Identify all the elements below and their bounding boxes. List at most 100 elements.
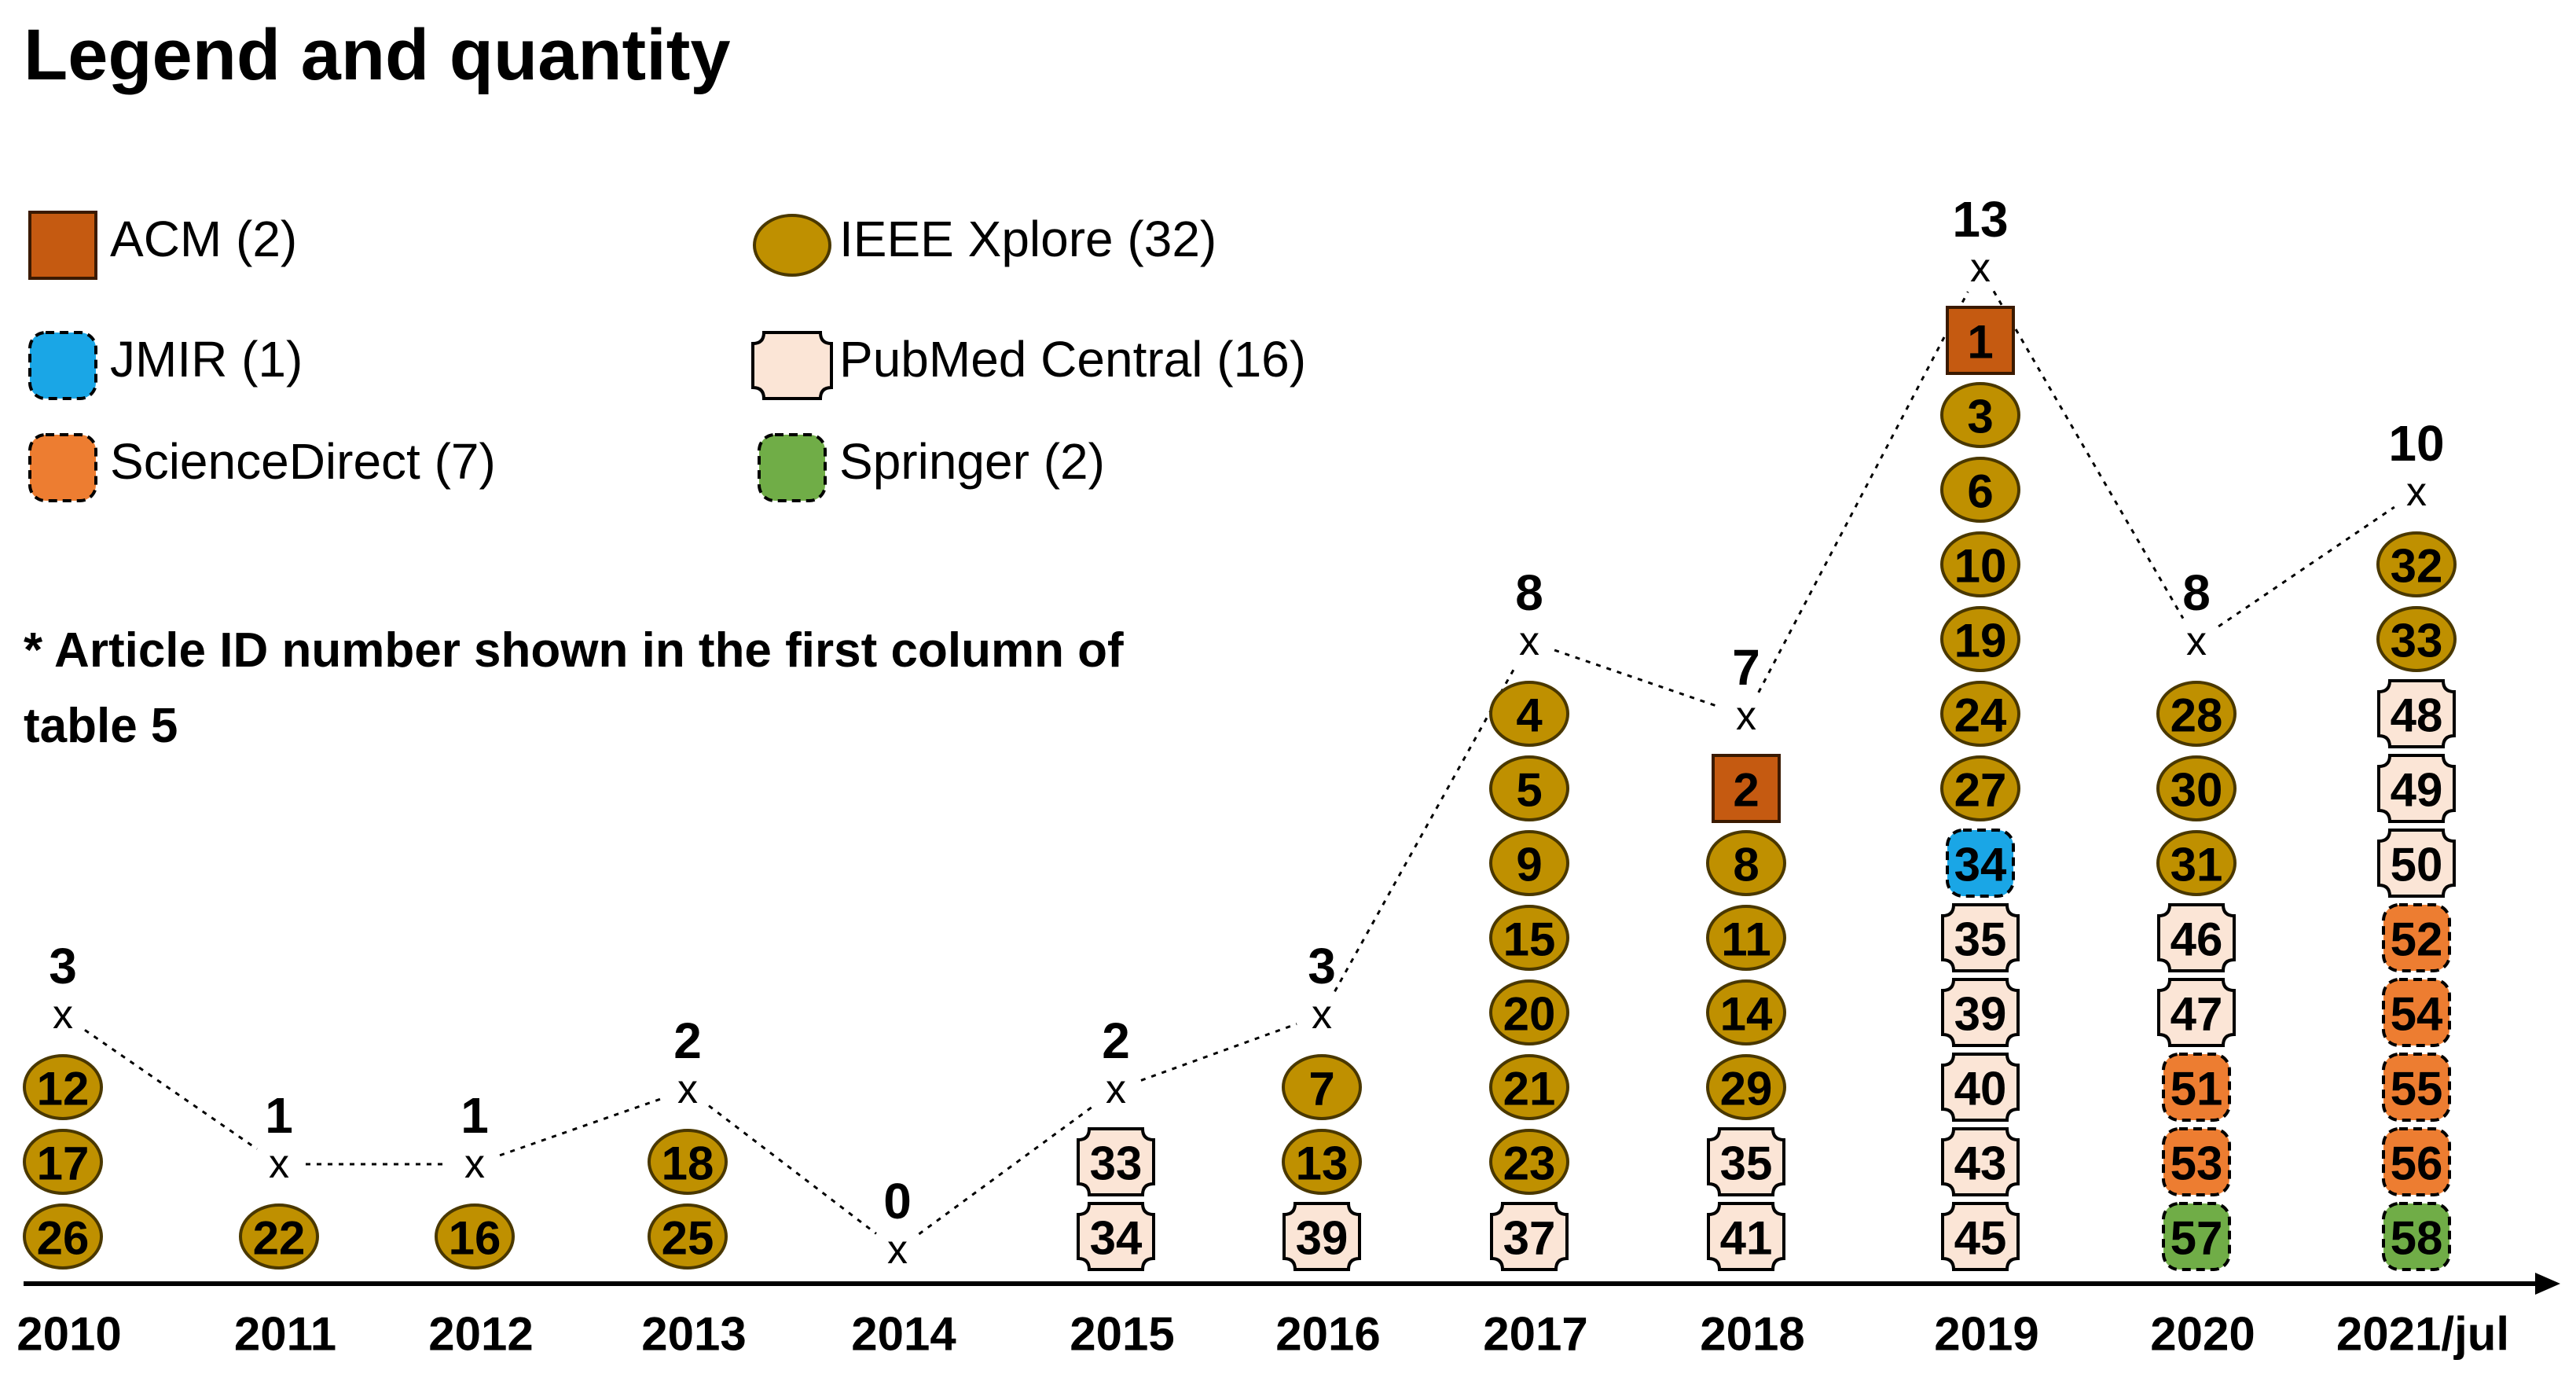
article-id-label: 46 [2171,913,2223,966]
article-id-label: 24 [1954,689,2007,742]
article-marker: 24 [1940,681,2020,747]
article-marker: 53 [2162,1127,2231,1196]
trend-dotted-segment [1757,291,1969,693]
ieee-marker-shape [1489,1129,1569,1195]
article-id-label: 1 [1967,316,1993,369]
article-marker: 12 [23,1054,103,1120]
springer-marker-shape [2162,1202,2231,1271]
pubmed-marker-shape [1490,1202,1569,1271]
article-id-label: 25 [662,1212,714,1265]
article-marker: 22 [239,1203,319,1270]
x-tick-label: 2019 [1934,1308,2038,1361]
article-marker: 46 [2157,903,2236,972]
sciencedirect-marker-shape [2382,903,2451,972]
article-marker: 10 [1940,531,2020,597]
total-x-marker: x [269,1141,289,1187]
article-marker: 8 [1706,830,1786,896]
article-id-label: 37 [1503,1212,1556,1265]
article-id-label: 12 [37,1063,90,1115]
ieee-marker-shape [23,1203,103,1270]
ieee-marker-shape [1940,457,2020,523]
sciencedirect-legend-swatch [28,433,97,502]
article-marker: 29 [1706,1054,1786,1120]
article-id-label: 22 [253,1212,306,1265]
article-marker: 31 [2156,830,2237,896]
legend-label-ieee: IEEE Xplore (32) [839,211,1216,267]
pubmed-marker-shape [2377,754,2456,823]
article-marker: 21 [1489,1054,1569,1120]
article-id-label: 47 [2171,988,2223,1041]
article-marker: 58 [2382,1202,2451,1271]
trend-dotted-segment [499,1097,663,1157]
article-marker: 3 [1940,382,2020,448]
total-x-marker: x [2186,619,2207,664]
ieee-marker-shape [1940,382,2020,448]
pubmed-marker-shape [1707,1202,1785,1271]
ieee-marker-shape [1489,681,1569,747]
legend-item-springer: Springer (2) [758,433,1105,502]
total-count-label: 2 [673,1012,702,1069]
ieee-marker-shape [435,1203,515,1270]
article-id-label: 20 [1503,988,1556,1041]
legend-label-springer: Springer (2) [839,433,1105,490]
pubmed-marker-shape [2157,903,2236,972]
trend-dotted-segment [84,1029,258,1150]
article-marker: 41 [1707,1202,1785,1271]
legend-label-sciencedirect: ScienceDirect (7) [110,433,496,490]
x-tick-label: 2018 [1700,1308,1804,1361]
article-marker: 18 [648,1129,728,1195]
article-id-label: 55 [2391,1063,2443,1115]
article-marker: 55 [2382,1053,2451,1122]
pubmed-marker-shape [1077,1202,1155,1271]
total-x-marker: x [677,1067,698,1112]
ieee-marker-shape [1489,830,1569,896]
total-x-marker: x [464,1141,485,1187]
total-x-marker: x [53,992,73,1038]
pubmed-marker-shape [2157,978,2236,1047]
acm-marker-shape [1712,754,1781,823]
article-id-label: 4 [1516,689,1543,742]
article-id-label: 54 [2391,988,2443,1041]
article-marker: 43 [1941,1127,2020,1196]
trend-dotted-segment [1554,649,1722,709]
article-id-label: 9 [1516,839,1542,891]
article-marker: 32 [2376,531,2457,597]
x-axis-arrow [2535,1273,2560,1295]
total-count-label: 7 [1732,639,1760,696]
article-id-label: 21 [1503,1063,1556,1115]
article-id-label: 18 [662,1137,714,1190]
article-id-label: 39 [1954,988,2007,1041]
total-x-marker: x [2406,469,2427,515]
article-marker: 45 [1941,1202,2020,1271]
article-marker: 39 [1941,978,2020,1047]
article-id-label: 40 [1954,1063,2007,1115]
x-tick-label: 2015 [1070,1308,1174,1361]
article-marker: 39 [1282,1202,1361,1271]
chart-title: Legend and quantity [24,15,731,95]
article-marker: 11 [1706,905,1786,971]
x-tick-label: 2016 [1275,1308,1380,1361]
article-id-label: 13 [1296,1137,1349,1190]
article-id-label: 51 [2171,1063,2223,1115]
pubmed-marker-shape [1282,1202,1361,1271]
article-id-label: 29 [1720,1063,1773,1115]
article-id-label: 27 [1954,764,2007,817]
pubmed-marker-shape [1941,1202,2020,1271]
article-marker: 5 [1489,755,1569,821]
ieee-marker-shape [1489,755,1569,821]
article-id-label: 3 [1967,391,1993,443]
ieee-marker-shape [1282,1129,1362,1195]
x-tick-label: 2013 [641,1308,746,1361]
article-marker: 48 [2377,679,2456,748]
trend-dotted-segment [1334,663,1517,993]
article-marker: 54 [2382,978,2451,1047]
legend-item-ieee: IEEE Xplore (32) [753,211,1216,277]
article-id-label: 19 [1954,615,2007,667]
article-marker: 56 [2382,1127,2451,1196]
legend-label-acm: ACM (2) [110,211,297,267]
x-tick-label: 2017 [1483,1308,1587,1361]
ieee-marker-shape [648,1129,728,1195]
article-id-label: 33 [2391,615,2443,667]
